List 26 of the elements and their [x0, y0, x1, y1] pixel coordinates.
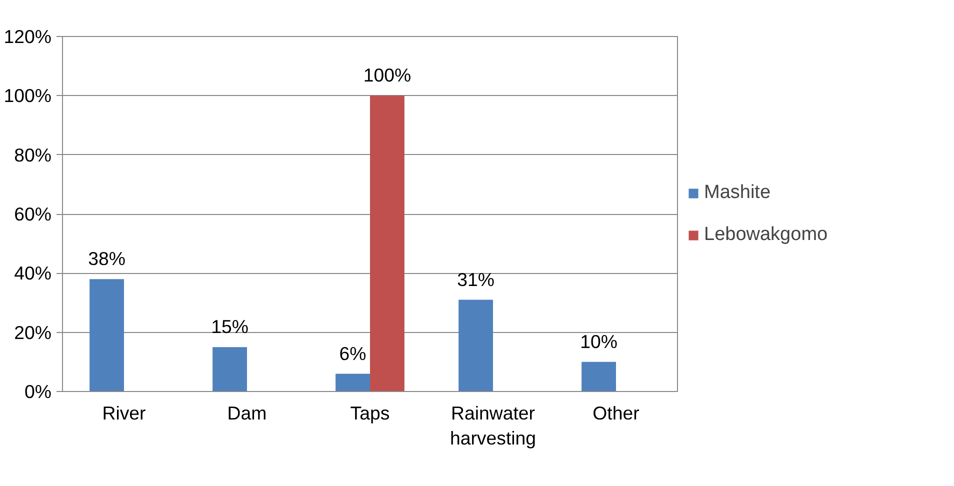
bar: [90, 279, 124, 392]
y-tick-label: 120%: [4, 26, 52, 47]
bar: [212, 347, 247, 392]
x-tick-label: Dam: [227, 402, 267, 424]
legend-label: Mashite: [704, 182, 771, 204]
y-tick-label: 80%: [14, 144, 52, 166]
bar: [458, 300, 493, 392]
bar: [582, 362, 616, 392]
y-tick-label: 60%: [14, 204, 52, 224]
x-tick-label: River: [102, 402, 146, 424]
data-label: 100%: [363, 64, 412, 86]
x-tick-label: Rainwater harvesting: [450, 402, 536, 449]
y-tick-label: 40%: [14, 262, 52, 284]
data-label: 10%: [580, 330, 618, 352]
bar: [370, 96, 404, 392]
x-tick-label: Taps: [350, 402, 390, 424]
data-label: 6%: [339, 342, 366, 364]
x-tick-label: Other: [592, 402, 640, 424]
data-label: 15%: [211, 316, 248, 338]
bar: [336, 374, 370, 392]
y-tick-label: 100%: [4, 85, 52, 106]
data-label: 31%: [457, 268, 494, 290]
y-tick-label: 0%: [24, 381, 52, 402]
legend-label: Lebowakgomo: [704, 224, 828, 246]
y-tick-label: 20%: [14, 322, 52, 343]
data-label: 38%: [88, 248, 126, 270]
